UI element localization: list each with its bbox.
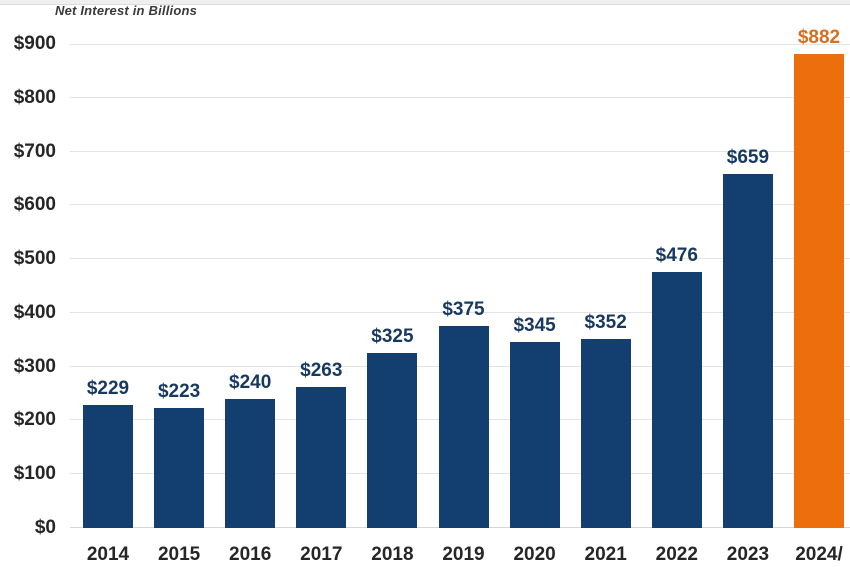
value-label-2020: $345 xyxy=(513,315,556,337)
gridline-900 xyxy=(70,44,850,45)
y-axis: $0 $100 $200 $300 $400 $500 $600 $700 $800 $900 xyxy=(0,34,56,538)
x-tick-label-2020: 2020 xyxy=(513,544,556,565)
y-tick-label-600: $600 xyxy=(13,194,56,216)
y-tick-label-400: $400 xyxy=(13,301,56,323)
gridline-500 xyxy=(70,258,850,260)
bar-2016 xyxy=(225,398,276,528)
gridline-700 xyxy=(70,150,850,152)
bar-2018 xyxy=(367,353,418,528)
y-tick-label-0: $0 xyxy=(34,517,56,538)
chart-title: Net Interest in Billions xyxy=(55,3,198,18)
y-tick-label-700: $700 xyxy=(13,140,56,162)
plot-area: $229 $223 $240 $263 $325 $375 $345 $352 $476 $659… xyxy=(70,27,850,528)
value-label-2024: $882 xyxy=(797,26,841,48)
y-tick-label-200: $200 xyxy=(13,409,56,431)
value-label-2014: $229 xyxy=(86,377,130,399)
bar-2015 xyxy=(154,408,205,528)
x-tick-label-2016: 2016 xyxy=(229,544,272,565)
bar-2024 xyxy=(794,53,844,528)
x-tick-label-2017: 2017 xyxy=(300,544,343,565)
gridline-800 xyxy=(70,96,850,98)
x-tick-label-2022: 2022 xyxy=(655,544,698,565)
x-tick-label-2019: 2019 xyxy=(442,544,485,565)
value-label-2023: $659 xyxy=(726,146,770,168)
value-label-2021: $352 xyxy=(584,311,627,333)
y-tick-label-900: $900 xyxy=(13,33,56,54)
gridline-400 xyxy=(70,311,850,313)
window-top-edge xyxy=(0,0,850,5)
value-label-2019: $375 xyxy=(442,299,485,321)
value-label-2018: $325 xyxy=(371,326,414,348)
bar-2019 xyxy=(438,326,489,528)
value-label-2016: $240 xyxy=(229,371,272,393)
y-tick-label-800: $800 xyxy=(13,86,56,108)
x-tick-label-2014: 2014 xyxy=(86,544,130,565)
value-label-2022: $476 xyxy=(655,245,698,267)
bar-2022 xyxy=(651,272,702,528)
bar-2017 xyxy=(296,386,347,528)
bar-2020 xyxy=(509,342,560,528)
value-label-2017: $263 xyxy=(300,359,343,381)
x-axis: 2014 2015 2016 2017 2018 2019 2020 2021 2022 2023… xyxy=(70,543,850,567)
x-tick-label-2021: 2021 xyxy=(584,544,627,565)
x-tick-label-2024: 2024/ xyxy=(795,544,843,565)
x-tick-label-2018: 2018 xyxy=(371,544,414,565)
y-tick-label-100: $100 xyxy=(13,463,56,485)
bar-2014 xyxy=(83,404,133,528)
value-label-2015: $223 xyxy=(157,381,201,403)
y-tick-label-500: $500 xyxy=(13,248,56,270)
x-tick-label-2015: 2015 xyxy=(157,544,201,565)
bar-2021 xyxy=(580,338,631,528)
bar-2023 xyxy=(722,173,773,528)
x-tick-label-2023: 2023 xyxy=(726,544,770,565)
y-tick-label-300: $300 xyxy=(13,355,56,377)
gridline-600 xyxy=(70,204,850,206)
